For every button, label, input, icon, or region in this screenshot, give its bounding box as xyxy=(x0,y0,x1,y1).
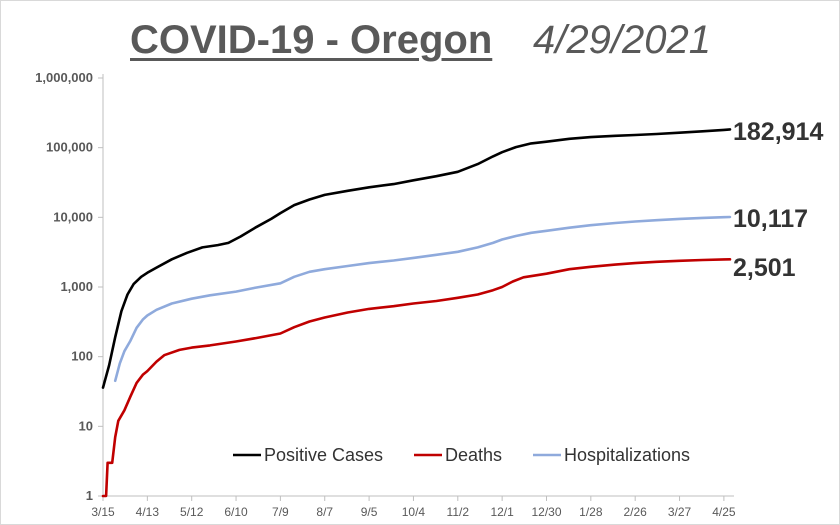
series-line-cases xyxy=(101,128,732,389)
x-tick-label: 8/7 xyxy=(316,505,333,519)
y-tick-label: 1,000 xyxy=(60,279,93,294)
y-tick-label: 100 xyxy=(71,349,93,364)
x-tick-label: 11/2 xyxy=(447,505,470,519)
legend-label-deaths: Deaths xyxy=(445,445,502,465)
y-tick-label: 10 xyxy=(79,418,93,433)
x-tick-label: 7/9 xyxy=(272,505,289,519)
y-tick-label: 100,000 xyxy=(46,140,93,155)
chart-date: 4/29/2021 xyxy=(533,18,711,62)
end-label-deaths: 2,501 xyxy=(733,254,796,282)
x-tick-label: 3/27 xyxy=(668,505,692,519)
legend-label-hosp: Hospitalizations xyxy=(564,445,690,465)
x-tick-label: 4/25 xyxy=(712,505,736,519)
x-tick-label: 3/15 xyxy=(91,505,115,519)
x-tick-label: 5/12 xyxy=(180,505,204,519)
y-tick-label: 1,000,000 xyxy=(35,70,93,85)
x-tick-label: 12/1 xyxy=(490,505,514,519)
x-tick-label: 1/28 xyxy=(579,505,603,519)
legend-label-cases: Positive Cases xyxy=(264,445,383,465)
series-line-hosp xyxy=(113,215,732,383)
x-tick-label: 12/30 xyxy=(531,505,561,519)
end-label-hosp: 10,117 xyxy=(733,205,808,233)
x-tick-label: 6/10 xyxy=(224,505,248,519)
y-tick-label: 10,000 xyxy=(53,209,93,224)
series-line-deaths xyxy=(101,258,732,498)
x-tick-label: 2/26 xyxy=(624,505,648,519)
end-label-cases: 182,914 xyxy=(733,118,823,146)
chart-title: COVID-19 - Oregon xyxy=(130,18,493,62)
x-tick-label: 9/5 xyxy=(361,505,378,519)
y-tick-label: 1 xyxy=(86,488,93,503)
x-tick-label: 4/13 xyxy=(136,505,160,519)
x-tick-label: 10/4 xyxy=(402,505,426,519)
